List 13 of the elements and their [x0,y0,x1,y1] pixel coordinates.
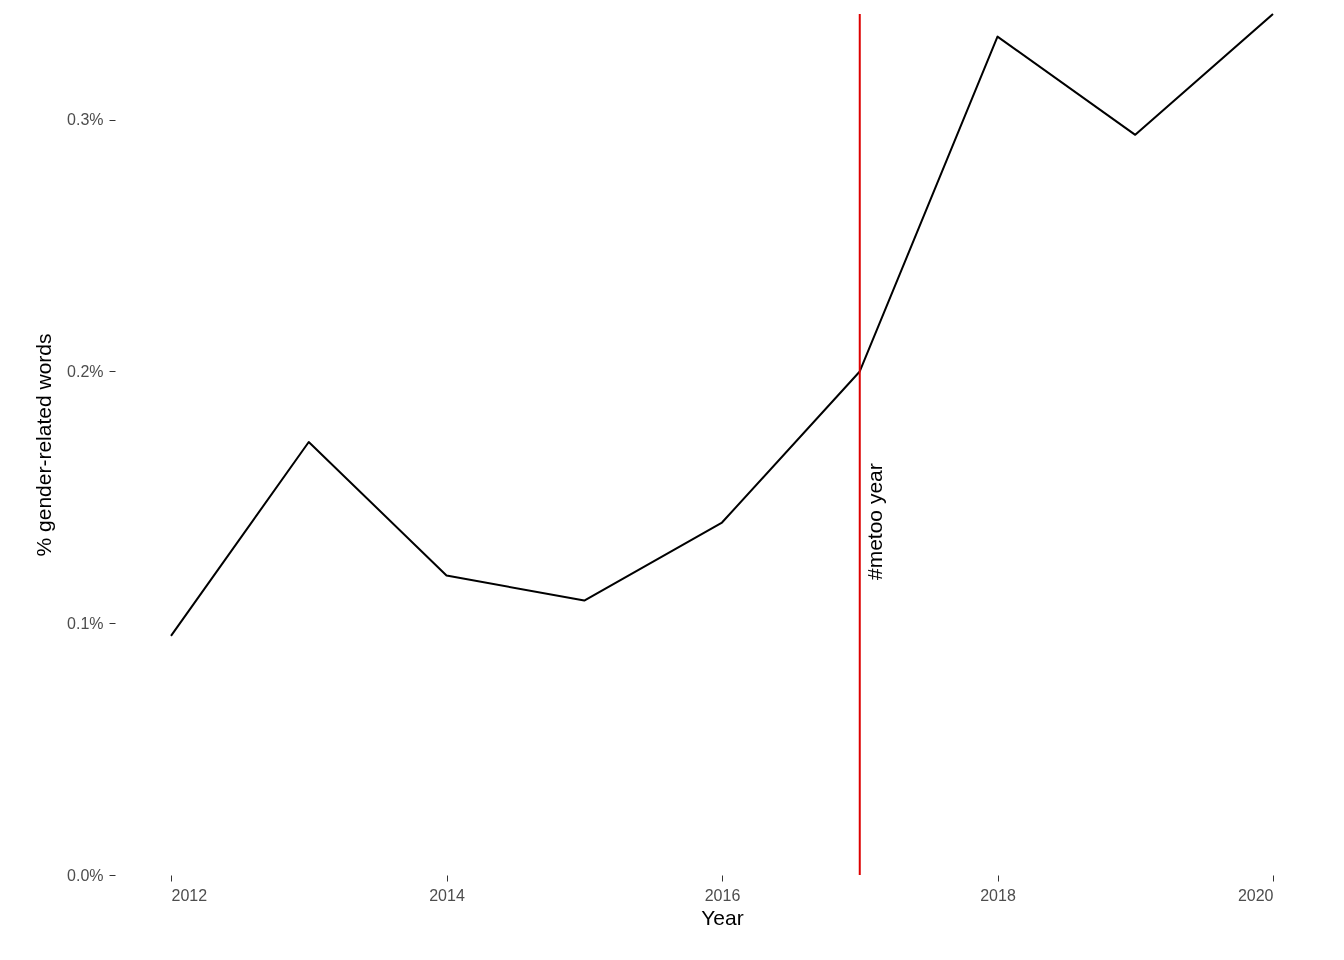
x-axis-title: Year [701,905,744,929]
y-axis-title: % gender-related words [32,333,56,557]
line-series [170,13,1274,637]
x-tick-label: 2014 [429,886,465,904]
ref-line-label: #metoo year [862,463,886,580]
x-tick-label: 2020 [1237,886,1274,904]
y-tick-label: 0.1% [67,614,104,632]
y-tick-label: 0.3% [67,111,104,129]
x-tick-label: 2012 [171,886,208,904]
x-tick-label: 2018 [980,886,1016,904]
x-tick-label: 2016 [704,886,741,904]
y-tick-label: 0.2% [67,362,104,380]
y-tick-label: 0.0% [67,866,104,884]
